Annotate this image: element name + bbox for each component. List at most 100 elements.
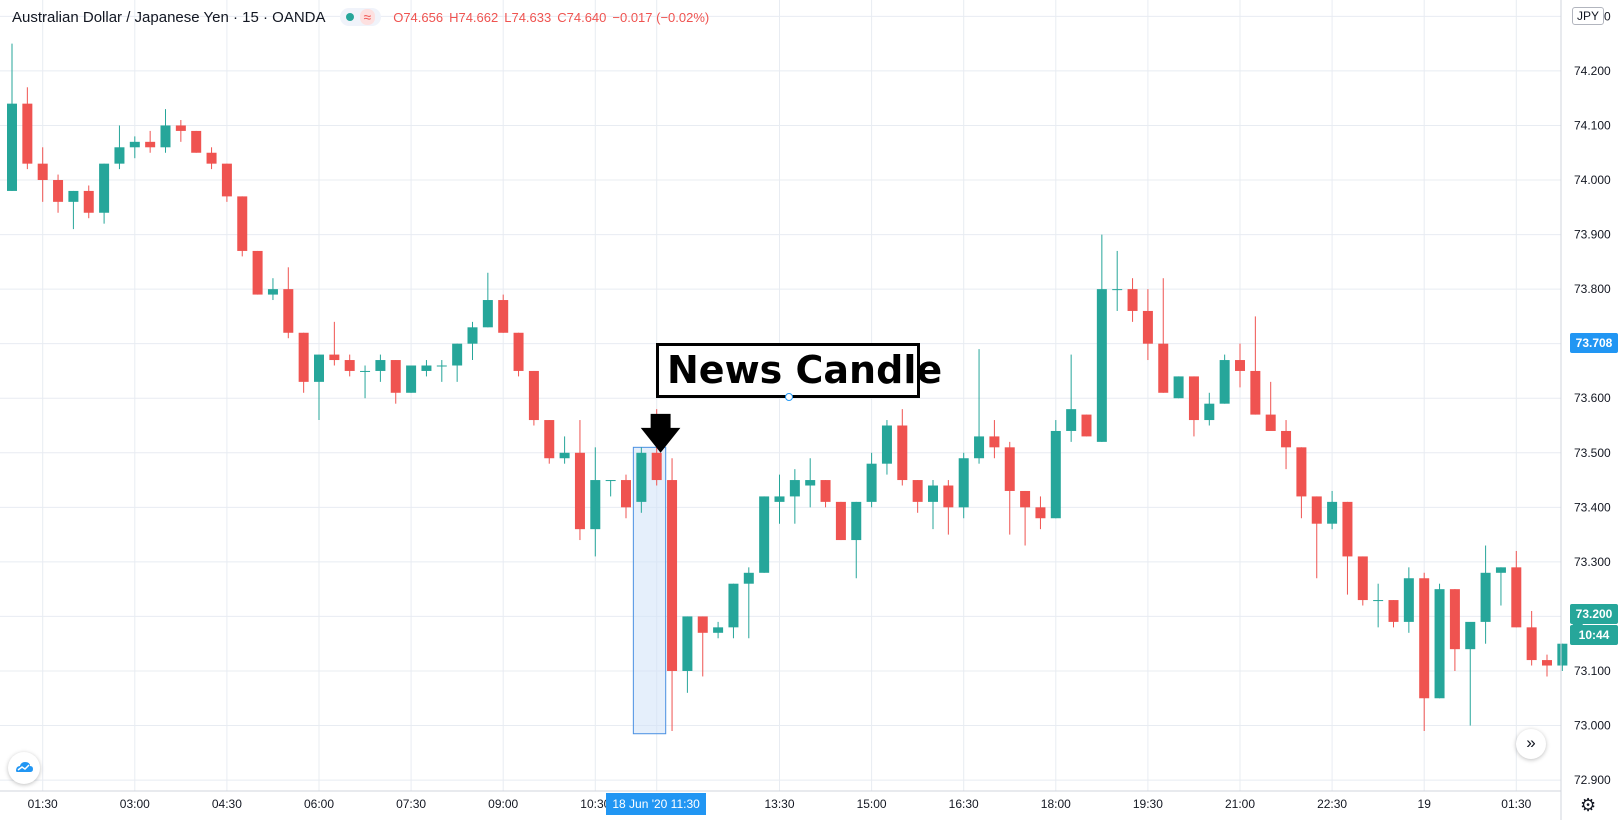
candle-body	[851, 501, 862, 541]
time-tick-label: 01:30	[28, 797, 58, 811]
candle-body	[482, 300, 493, 328]
candle-body	[1173, 376, 1184, 399]
tradingview-logo-button[interactable]	[8, 752, 40, 784]
candle-body	[360, 370, 371, 372]
gear-icon[interactable]: ⚙	[1580, 795, 1597, 815]
candle-body	[1081, 414, 1092, 437]
candle-body	[1434, 589, 1445, 699]
candle-body	[114, 147, 125, 164]
candle-body	[1020, 490, 1031, 508]
candle-body	[83, 190, 94, 213]
time-tick-label: 19	[1418, 797, 1432, 811]
candle-body	[314, 354, 324, 382]
candle-body	[1511, 567, 1522, 628]
candle-body	[68, 190, 79, 202]
candle-body	[943, 485, 954, 508]
candle-body	[1265, 414, 1276, 431]
time-tick-label: 09:00	[488, 797, 518, 811]
candle-body	[7, 103, 17, 191]
candle-body	[866, 463, 877, 502]
candle-body	[1096, 289, 1107, 442]
news-candle-label[interactable]: News Candle	[656, 343, 942, 398]
currency-tag[interactable]: JPY	[1572, 7, 1605, 25]
candle-body	[1158, 343, 1169, 393]
candle-body	[267, 289, 278, 295]
countdown-tag: 10:44	[1570, 625, 1618, 645]
time-tick-label: 22:30	[1317, 797, 1347, 811]
ohlc-close: C74.640	[557, 9, 607, 25]
candle-body	[1112, 289, 1123, 291]
candle-body	[559, 452, 570, 459]
candle-body	[682, 616, 693, 671]
candle-body	[221, 163, 232, 197]
price-tick-label: 73.400	[1574, 500, 1611, 514]
candle-body	[1281, 430, 1292, 448]
candle-body	[1327, 501, 1338, 524]
symbol-legend: Australian Dollar / Japanese Yen · 15 · …	[12, 8, 715, 26]
price-tick-label: 73.500	[1574, 446, 1611, 460]
candle-body	[989, 436, 1000, 448]
price-tick-label: 74.100	[1574, 118, 1611, 132]
candle-body	[1403, 578, 1414, 622]
time-tick-label: 07:30	[396, 797, 426, 811]
candle-body	[513, 332, 524, 371]
candle-body	[53, 180, 64, 202]
candles-layer	[7, 43, 1583, 731]
price-axis[interactable]: 74.30074.20074.10074.00073.90073.80073.7…	[1574, 9, 1611, 787]
candle-body	[452, 343, 463, 366]
candle-body	[1526, 627, 1537, 661]
candle-body	[283, 289, 294, 333]
candle-body	[1004, 447, 1015, 491]
candle-body	[1449, 589, 1460, 650]
time-axis[interactable]: 01:30 03:00 04:30 06:00 07:30 09:00 13:30 15:00…	[28, 797, 1532, 811]
candle-body	[1495, 567, 1506, 573]
price-tick-label: 74.000	[1574, 173, 1611, 187]
time-tick-label: 06:00	[304, 797, 334, 811]
candle-body	[1296, 447, 1307, 497]
candle-body	[467, 327, 478, 344]
candle-body	[1419, 578, 1430, 699]
candle-body	[37, 163, 48, 181]
candle-body	[1480, 572, 1491, 622]
candle-body	[974, 436, 985, 459]
candle-body	[728, 583, 739, 628]
symbol-title[interactable]: Australian Dollar / Japanese Yen · 15 · …	[12, 8, 326, 26]
candle-body	[1142, 310, 1153, 344]
annotation-handle[interactable]	[785, 393, 793, 401]
candle-body	[651, 452, 662, 481]
market-open-dot-icon	[345, 13, 354, 21]
cloud-icon	[16, 762, 33, 772]
candle-body	[206, 152, 217, 164]
candle-body	[667, 480, 678, 671]
candle-body	[1357, 556, 1368, 601]
candle-body	[344, 360, 355, 371]
time-tick-label: 16:30	[949, 797, 979, 811]
candle-body	[636, 452, 647, 502]
candle-body	[621, 480, 631, 508]
candle-body	[1188, 376, 1199, 421]
candle-body	[1219, 360, 1230, 404]
candle-body	[544, 420, 555, 459]
candle-body	[759, 496, 770, 573]
time-tick-label: 10:30	[580, 797, 610, 811]
ohlc-high: H74.662	[449, 9, 499, 25]
price-tick-label: 73.600	[1574, 391, 1611, 405]
candle-body	[958, 458, 969, 508]
candle-body	[252, 250, 263, 295]
candle-body	[789, 480, 800, 497]
candle-body	[129, 141, 140, 148]
candle-body	[99, 163, 110, 213]
market-status[interactable]: ≈	[339, 8, 382, 26]
candle-body	[743, 572, 754, 584]
candle-body	[805, 480, 816, 486]
price-tick-label: 73.900	[1574, 228, 1611, 242]
candle-body	[1035, 507, 1046, 519]
scroll-to-realtime-button[interactable]: »	[1516, 729, 1546, 759]
time-tick-label: 01:30	[1501, 797, 1531, 811]
price-tick-label: 74.200	[1574, 64, 1611, 78]
candle-body	[1557, 643, 1568, 666]
ohlc-open: O74.656	[393, 9, 444, 25]
candle-body	[1373, 600, 1384, 602]
candle-body	[1465, 621, 1476, 650]
